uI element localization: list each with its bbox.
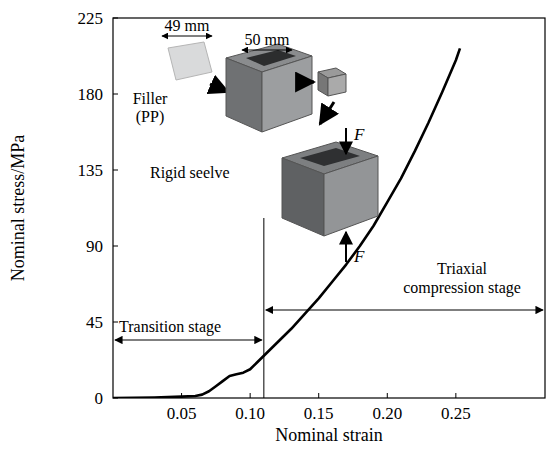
triaxial-arrow [266,309,543,310]
cube-left [318,72,328,96]
x-tick-label: 0.25 [441,404,471,423]
press-plate [300,148,360,166]
inset: 49 mm Filler(PP) 50 mm Rigid seelve F F [133,17,378,266]
x-tick-label: 0.10 [235,404,265,423]
x-axis-title: Nominal strain [275,425,382,445]
sleeve-label: Rigid seelve [150,164,230,182]
y-tick-label: 0 [95,389,104,408]
y-tick-label: 225 [78,9,104,28]
sleeve-right [262,56,312,132]
triaxial-line-1: Triaxial [437,260,488,277]
x-tick [455,393,456,398]
x-tick [250,393,251,398]
y-axis-title: Nominal stress/MPa [8,135,28,282]
stage-boundary [263,218,264,398]
x-tick [318,393,319,398]
filler-block [168,42,212,80]
sleeve-hole [246,50,296,66]
triaxial-label: Triaxial compression stage [403,260,521,297]
sleeve-dim [242,50,292,51]
stress-strain-curve [113,48,460,398]
arrow-2 [296,81,314,84]
x-tick [387,393,388,398]
y-tick [113,170,118,171]
y-tick-label: 135 [78,161,104,180]
y-tick-label: 180 [78,85,104,104]
sleeve-width-label: 50 mm [245,31,290,48]
force-arrow-top [345,128,347,154]
arrow-3 [320,102,334,124]
x-tick-label: 0.20 [372,404,402,423]
cube-right [328,74,346,96]
filler-label: Filler(PP) [133,90,168,126]
y-tick [113,246,118,247]
press-right [324,156,378,236]
transition-label: Transition stage [119,318,221,336]
y-tick-label: 90 [86,237,103,256]
triaxial-line-2: compression stage [403,279,521,297]
y-tick [113,322,118,323]
filler-line-1: Filler [133,90,168,107]
arrow-1 [210,84,228,92]
plot-frame [113,18,545,398]
press-left [282,158,324,236]
force-label-bottom: F [353,247,365,266]
filler-dim [162,36,212,37]
y-tick [113,94,118,95]
x-tick-label: 0.05 [167,404,197,423]
plot-area [113,48,460,398]
x-tick-label: 0.15 [304,404,334,423]
filler-line-2: (PP) [136,108,164,126]
y-tick-label: 45 [86,313,103,332]
sleeve-left [226,58,262,132]
chart: 0 45 90 135 180 225 0.05 0.10 0.15 0.20 0.25 Nomina… [0,0,551,452]
force-arrow-bottom [345,232,347,262]
filler-width-label: 49 mm [165,17,210,34]
force-label-top: F [353,125,365,144]
y-tick [113,18,118,19]
transition-arrow [115,339,262,340]
